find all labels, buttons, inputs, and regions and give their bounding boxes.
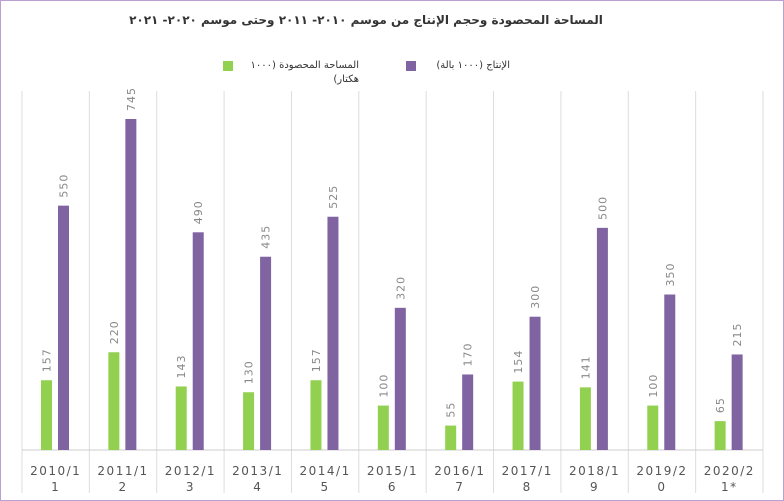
value-label: 300 xyxy=(529,285,542,309)
legend-label: الإنتاج (١٠٠٠ بالة) xyxy=(436,60,510,71)
value-label: 65 xyxy=(714,397,727,413)
bar xyxy=(462,374,474,450)
legend-swatch xyxy=(406,61,416,71)
chart-title: المساحة المحصودة وحجم الإنتاج من موسم ٢٠… xyxy=(129,13,603,27)
value-label: 55 xyxy=(445,402,458,418)
value-label: 143 xyxy=(175,354,188,378)
bar xyxy=(58,205,69,450)
value-label: 525 xyxy=(327,185,340,209)
x-tick-label: 2013/14 xyxy=(232,464,284,494)
bar xyxy=(377,405,389,450)
value-label: 435 xyxy=(260,225,273,249)
x-tick-label: 2020/21* xyxy=(703,464,755,494)
x-tick-label: 2010/11 xyxy=(30,464,82,494)
bar xyxy=(394,307,406,450)
legend-label: المساحة المحصودة (١٠٠٠ هكتار) xyxy=(250,60,359,85)
bar xyxy=(445,425,457,450)
bar xyxy=(125,119,137,450)
bar xyxy=(714,421,726,450)
value-label: 154 xyxy=(512,350,525,374)
x-tick-label: 2017/18 xyxy=(501,464,553,494)
x-tick-label: 2019/20 xyxy=(636,464,688,494)
bar xyxy=(647,405,659,450)
bar xyxy=(512,381,524,450)
bar xyxy=(243,392,255,450)
value-label: 157 xyxy=(41,348,54,372)
bar xyxy=(596,227,608,450)
bar xyxy=(529,316,541,450)
bar xyxy=(41,380,52,450)
bar xyxy=(192,232,204,450)
value-label: 490 xyxy=(192,200,205,224)
bar xyxy=(579,387,591,450)
bar xyxy=(175,386,187,450)
x-tick-label: 2012/13 xyxy=(164,464,217,494)
bar xyxy=(327,216,339,450)
value-label: 170 xyxy=(462,342,475,366)
bar xyxy=(731,354,743,450)
bar xyxy=(260,256,272,450)
value-label: 141 xyxy=(579,355,592,379)
value-label: 215 xyxy=(731,322,744,346)
x-tick-label: 2016/17 xyxy=(434,464,486,494)
bar xyxy=(310,380,322,450)
legend-swatch xyxy=(223,61,233,71)
value-label: 320 xyxy=(394,276,407,300)
value-label: 350 xyxy=(664,262,677,286)
value-label: 157 xyxy=(310,348,323,372)
value-label: 100 xyxy=(647,374,660,398)
value-label: 220 xyxy=(108,320,121,344)
value-label: 745 xyxy=(125,87,138,111)
value-label: 130 xyxy=(243,360,256,384)
value-label: 100 xyxy=(377,374,390,398)
x-tick-label: 2011/12 xyxy=(97,464,149,494)
value-label: 550 xyxy=(58,174,71,198)
x-tick-label: 2018/19 xyxy=(568,464,621,494)
bar xyxy=(108,352,120,450)
value-label: 500 xyxy=(596,196,609,220)
x-tick-label: 2014/15 xyxy=(299,464,351,494)
bar xyxy=(664,294,676,450)
x-tick-label: 2015/16 xyxy=(366,464,419,494)
